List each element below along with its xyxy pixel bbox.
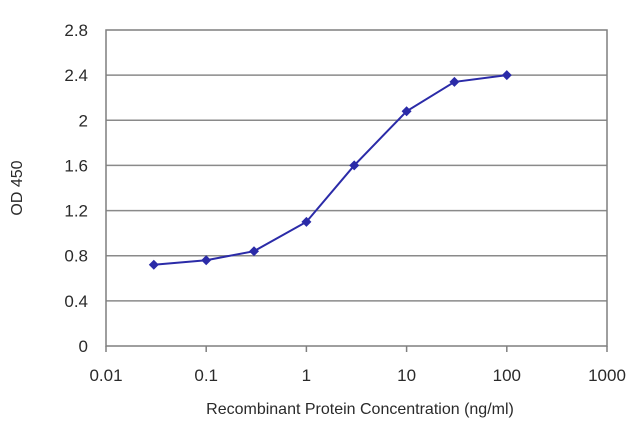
x-axis-tick-labels: 0.01 0.1 1 10 100 1000 (89, 366, 625, 385)
x-tick-label: 0.1 (194, 366, 218, 385)
y-tick-label: 2.4 (64, 66, 88, 85)
y-tick-label: 1.6 (64, 156, 88, 175)
y-tick-label: 2.8 (64, 21, 88, 40)
y-axis-title: OD 450 (9, 160, 26, 215)
data-point (501, 70, 512, 81)
y-tick-label: 1.2 (64, 202, 88, 221)
y-tick-label: 2 (79, 111, 88, 130)
x-tick-label: 1000 (588, 366, 626, 385)
x-tick-label: 10 (397, 366, 416, 385)
data-point (449, 76, 460, 87)
y-tick-label: 0.8 (64, 247, 88, 266)
gridlines (106, 74, 607, 302)
x-tick-label: 100 (493, 366, 521, 385)
data-point (201, 255, 212, 266)
plot-area-frame (105, 29, 608, 347)
data-point (349, 160, 360, 171)
x-axis-title: Recombinant Protein Concentration (ng/ml… (206, 401, 514, 418)
data-series (148, 70, 512, 270)
x-tick-label: 0.01 (89, 366, 122, 385)
data-point (249, 246, 260, 257)
series-line (153, 74, 507, 266)
x-tick-label: 1 (302, 366, 311, 385)
y-tick-label: 0.4 (64, 292, 88, 311)
x-axis-tick-marks (105, 346, 608, 352)
data-point (401, 106, 412, 117)
data-point (301, 216, 312, 227)
data-point (148, 259, 159, 270)
y-axis-tick-labels: 0 0.4 0.8 1.2 1.6 2 2.4 2.8 (64, 21, 88, 356)
y-tick-label: 0 (79, 337, 88, 356)
